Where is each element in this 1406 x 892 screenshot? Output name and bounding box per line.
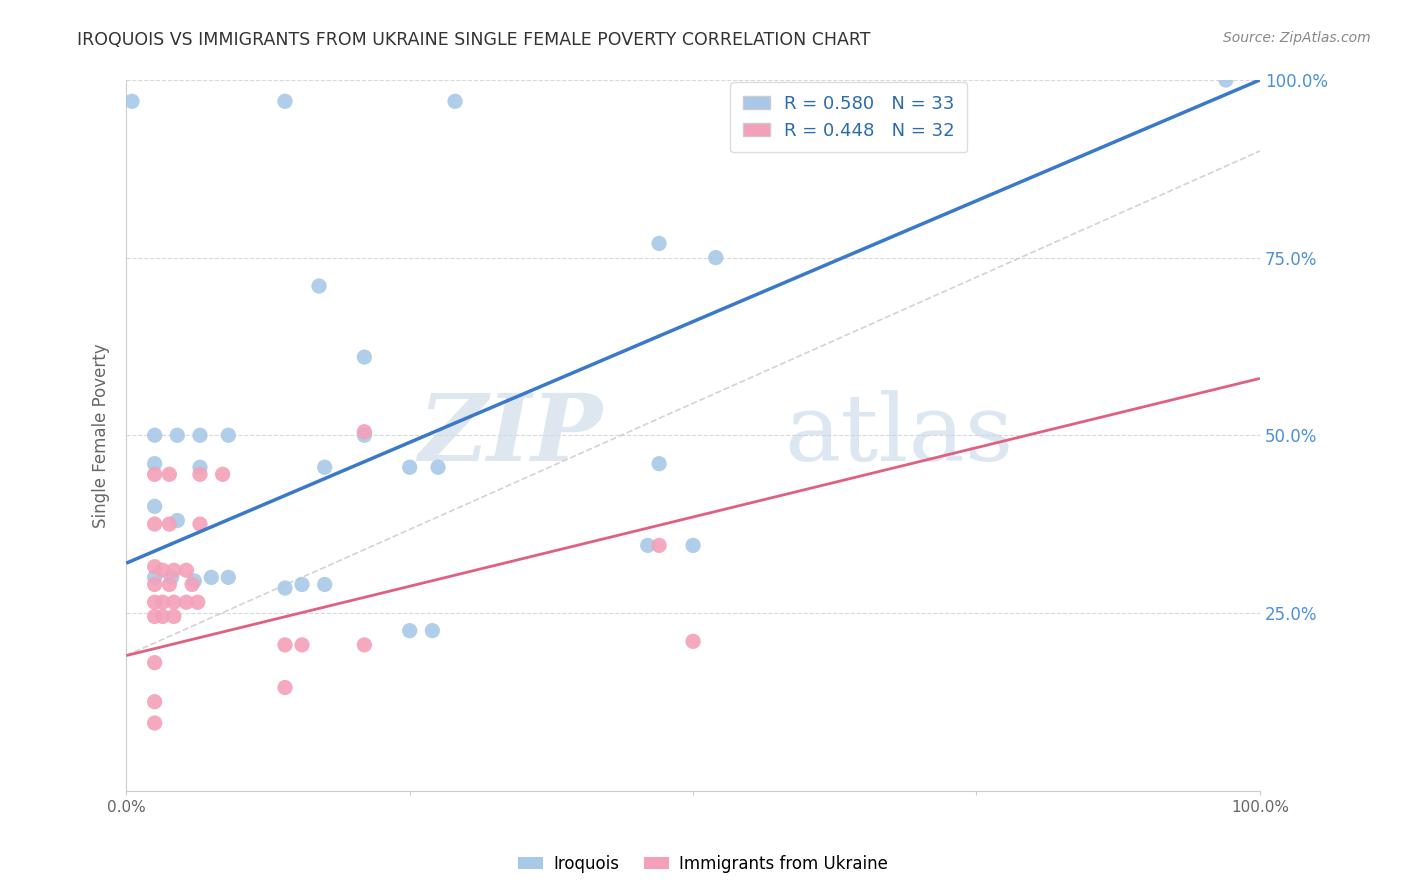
Point <box>188 428 211 442</box>
Point <box>152 563 174 577</box>
Legend: R = 0.580   N = 33, R = 0.448   N = 32: R = 0.580 N = 33, R = 0.448 N = 32 <box>730 82 967 153</box>
Point <box>157 517 180 532</box>
Point <box>188 460 211 475</box>
Point <box>353 428 375 442</box>
Point <box>163 609 186 624</box>
Point <box>187 595 209 609</box>
Legend: Iroquois, Immigrants from Ukraine: Iroquois, Immigrants from Ukraine <box>512 848 894 880</box>
Point <box>143 570 166 584</box>
Point <box>160 570 183 584</box>
Point <box>353 425 375 439</box>
Point <box>274 681 297 695</box>
Point <box>181 577 204 591</box>
Point <box>166 514 188 528</box>
Point <box>274 95 297 109</box>
Point <box>291 577 314 591</box>
Point <box>444 95 467 109</box>
Point <box>217 428 239 442</box>
Point <box>422 624 444 638</box>
Point <box>637 538 659 552</box>
Point <box>200 570 222 584</box>
Point <box>163 595 186 609</box>
Point <box>704 251 727 265</box>
Point <box>648 236 671 251</box>
Point <box>183 574 205 588</box>
Text: ZIP: ZIP <box>418 391 602 480</box>
Point <box>152 595 174 609</box>
Point <box>143 716 166 731</box>
Point <box>157 577 180 591</box>
Point <box>143 500 166 514</box>
Point <box>152 609 174 624</box>
Point <box>398 460 420 475</box>
Point <box>143 595 166 609</box>
Point <box>353 350 375 364</box>
Point <box>314 577 336 591</box>
Text: Source: ZipAtlas.com: Source: ZipAtlas.com <box>1223 31 1371 45</box>
Point <box>274 638 297 652</box>
Point <box>291 638 314 652</box>
Point <box>648 457 671 471</box>
Point <box>163 563 186 577</box>
Point <box>143 609 166 624</box>
Point <box>427 460 450 475</box>
Text: atlas: atlas <box>783 391 1012 480</box>
Point <box>143 695 166 709</box>
Point <box>166 428 188 442</box>
Point <box>143 517 166 532</box>
Point <box>143 428 166 442</box>
Point <box>217 570 239 584</box>
Text: IROQUOIS VS IMMIGRANTS FROM UKRAINE SINGLE FEMALE POVERTY CORRELATION CHART: IROQUOIS VS IMMIGRANTS FROM UKRAINE SING… <box>77 31 870 49</box>
Point <box>1215 73 1237 87</box>
Point <box>308 279 330 293</box>
Point <box>157 467 180 482</box>
Point <box>648 538 671 552</box>
Point <box>274 581 297 595</box>
Point <box>176 595 198 609</box>
Point <box>143 467 166 482</box>
Point <box>211 467 233 482</box>
Point <box>121 95 143 109</box>
Point <box>188 517 211 532</box>
Point <box>353 638 375 652</box>
Point <box>398 624 420 638</box>
Point <box>682 538 704 552</box>
Point <box>143 656 166 670</box>
Point <box>682 634 704 648</box>
Point <box>188 467 211 482</box>
Point <box>143 577 166 591</box>
Y-axis label: Single Female Poverty: Single Female Poverty <box>93 343 110 527</box>
Point <box>143 457 166 471</box>
Point <box>176 563 198 577</box>
Point <box>143 559 166 574</box>
Point <box>314 460 336 475</box>
